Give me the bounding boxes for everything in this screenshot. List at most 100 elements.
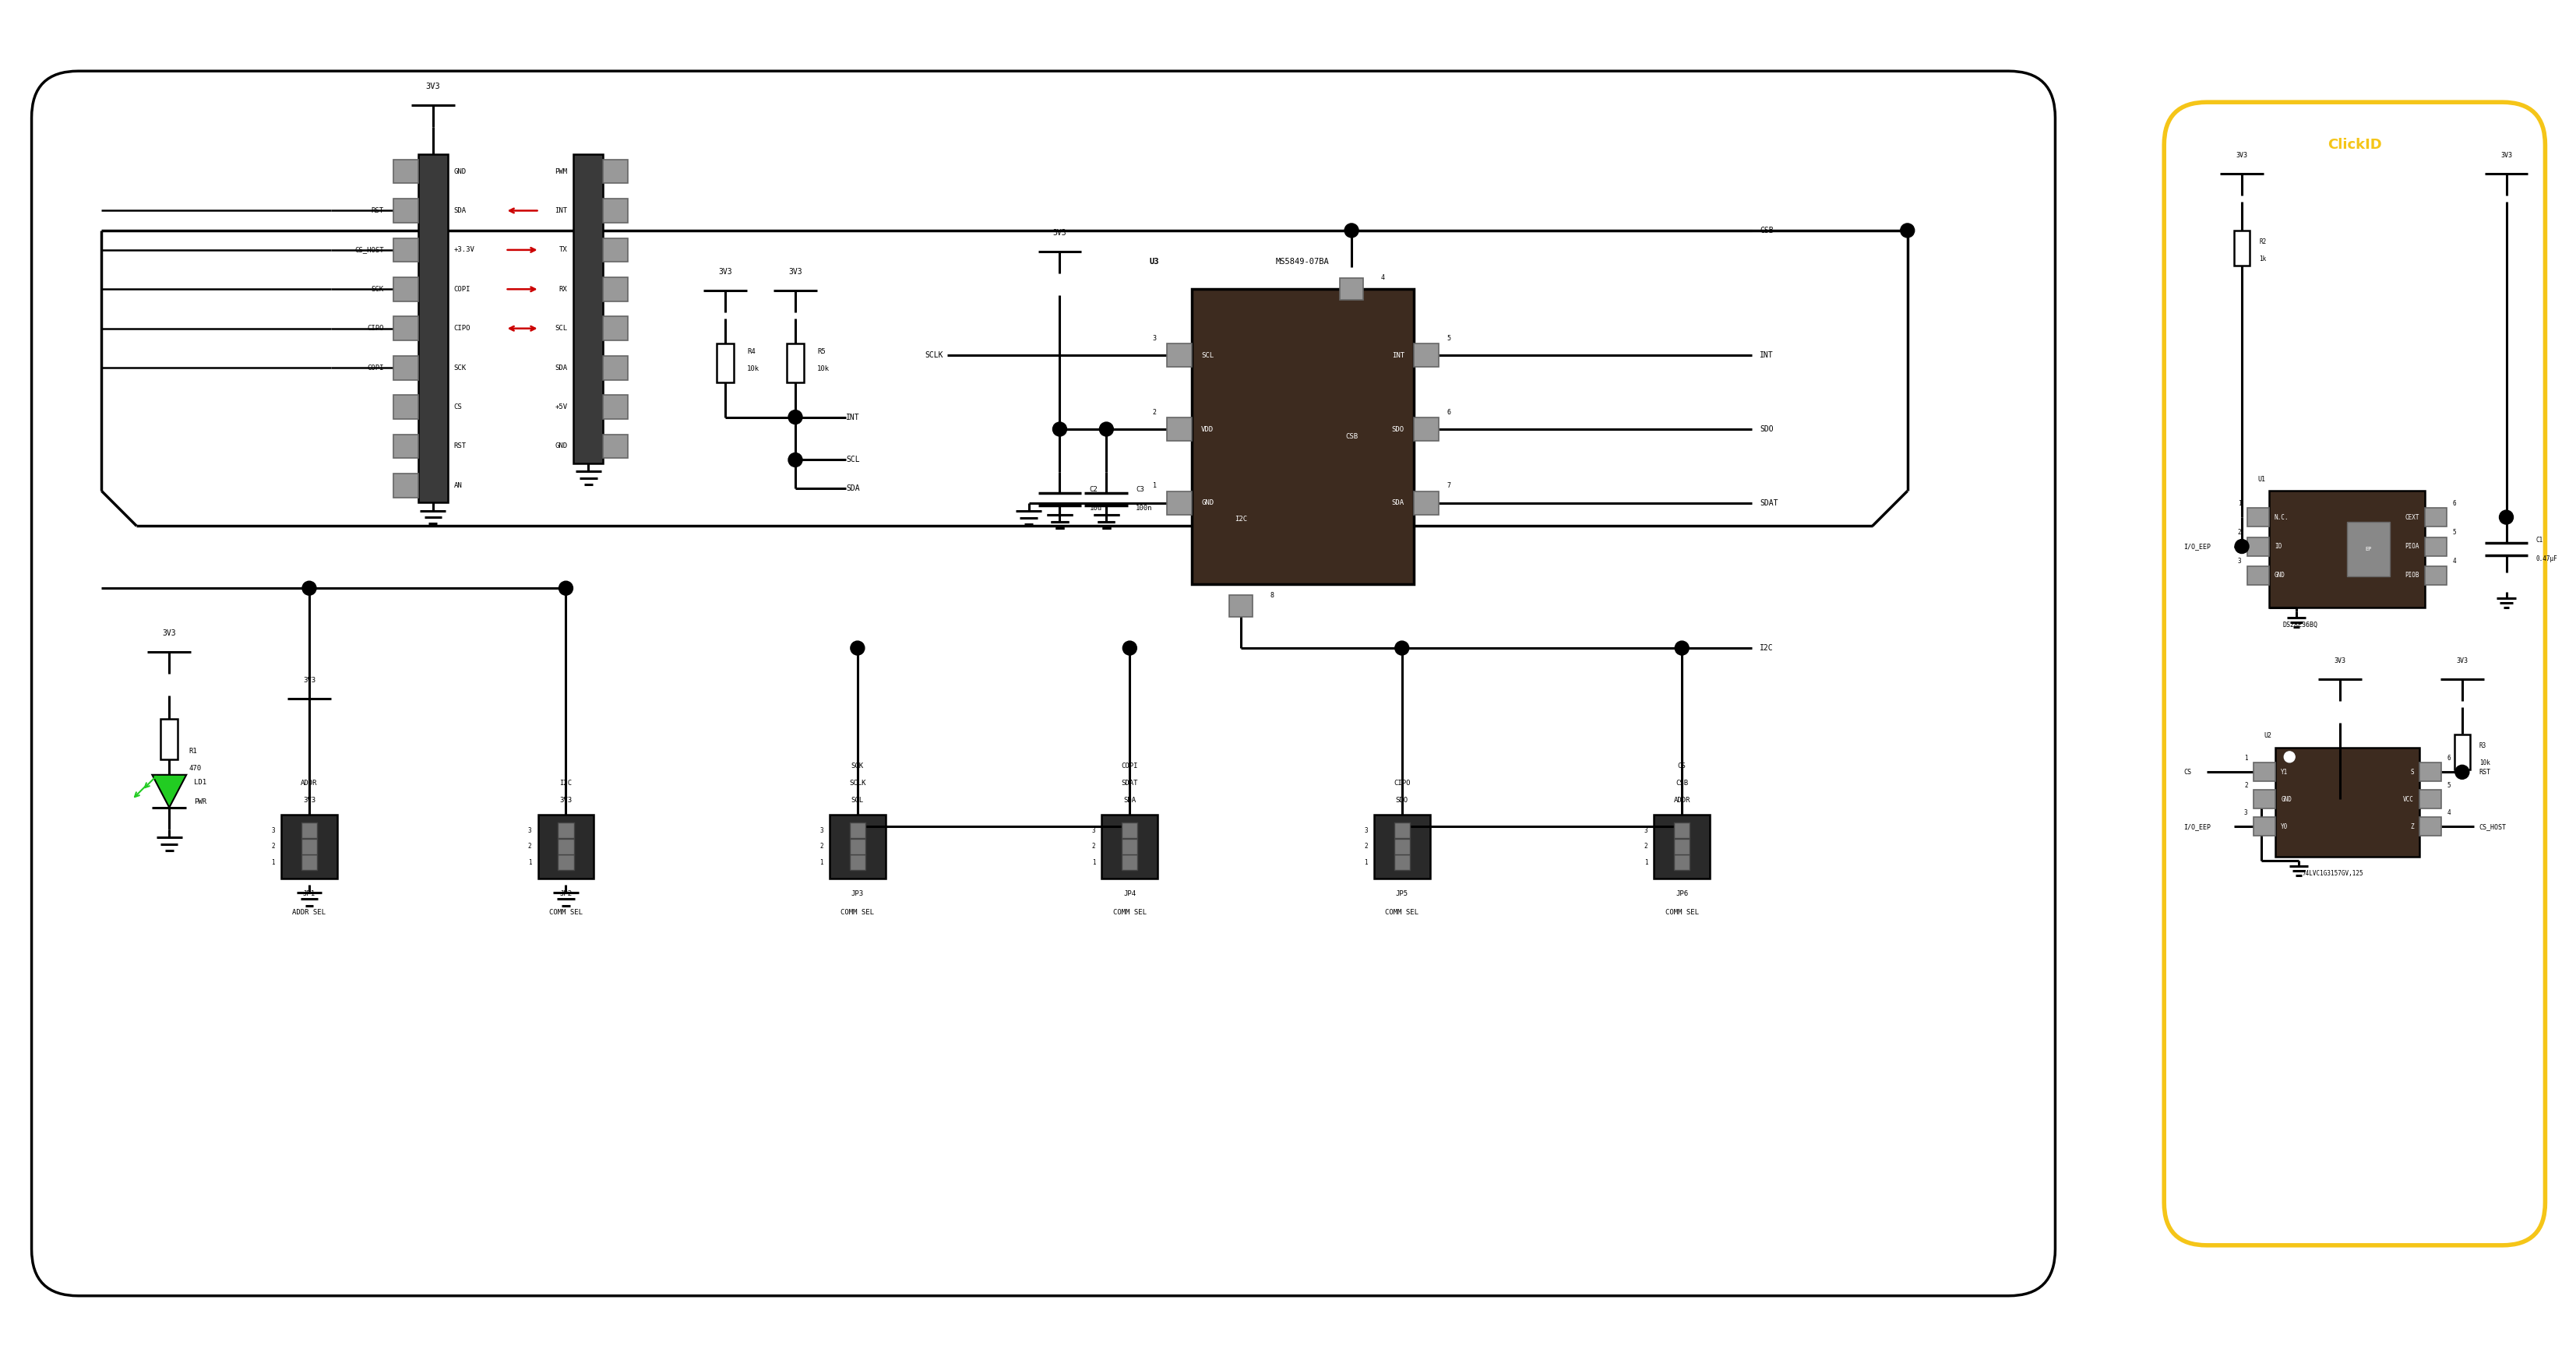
Text: IO: IO <box>2275 542 2282 549</box>
Text: +5V: +5V <box>554 403 567 410</box>
Text: ADDR: ADDR <box>1674 797 1690 804</box>
Bar <box>1394 855 1409 870</box>
Text: S: S <box>2411 769 2414 776</box>
Bar <box>1167 492 1193 515</box>
Text: 1: 1 <box>1365 859 1368 866</box>
Circle shape <box>850 641 866 656</box>
Text: 2: 2 <box>1643 842 1649 851</box>
Circle shape <box>1054 423 1066 436</box>
Bar <box>394 316 417 341</box>
Text: CSB: CSB <box>1345 433 1358 440</box>
Bar <box>1394 838 1409 855</box>
Bar <box>2424 566 2447 585</box>
Circle shape <box>1123 641 1136 656</box>
Text: R1: R1 <box>188 748 198 755</box>
Bar <box>394 356 417 380</box>
Text: EP: EP <box>2365 547 2372 552</box>
Bar <box>2254 763 2275 781</box>
Text: INT: INT <box>845 413 860 421</box>
Text: SDA: SDA <box>1391 499 1404 507</box>
Text: 3V3: 3V3 <box>559 797 572 804</box>
Text: 10k: 10k <box>2478 759 2491 766</box>
Text: VDD: VDD <box>1200 425 1213 432</box>
Text: C3: C3 <box>1136 487 1144 493</box>
Text: I2C: I2C <box>1759 645 1772 652</box>
Circle shape <box>1674 641 1690 656</box>
Bar <box>394 277 417 301</box>
Bar <box>603 356 629 380</box>
Circle shape <box>1345 224 1358 237</box>
Bar <box>281 815 337 878</box>
Text: 1: 1 <box>2244 755 2249 762</box>
Text: 4: 4 <box>2447 810 2450 816</box>
Text: R3: R3 <box>2478 743 2486 750</box>
Text: GND: GND <box>1200 499 1213 507</box>
Text: C2: C2 <box>1090 487 1097 493</box>
Text: Y1: Y1 <box>2280 769 2287 776</box>
Text: 3V3: 3V3 <box>304 676 314 683</box>
Text: U2: U2 <box>2264 732 2272 740</box>
Text: SDO: SDO <box>1396 797 1409 804</box>
Text: 2: 2 <box>1365 842 1368 851</box>
Text: CIPO: CIPO <box>453 324 471 333</box>
Bar <box>850 838 866 855</box>
Bar <box>394 473 417 497</box>
Circle shape <box>1396 641 1409 656</box>
Text: JP6: JP6 <box>1674 890 1687 897</box>
Bar <box>1654 815 1710 878</box>
Bar <box>2424 508 2447 526</box>
Text: ADDR SEL: ADDR SEL <box>294 909 327 916</box>
Bar <box>1167 417 1193 440</box>
Bar <box>394 239 417 262</box>
Circle shape <box>559 581 572 596</box>
Text: VCC: VCC <box>2403 796 2414 803</box>
Text: 3V3: 3V3 <box>719 267 732 275</box>
Bar <box>2246 537 2269 556</box>
Bar <box>417 154 448 503</box>
Bar <box>2275 747 2419 856</box>
Text: 3: 3 <box>1365 827 1368 834</box>
Bar <box>394 199 417 222</box>
Text: AN: AN <box>453 483 461 489</box>
Bar <box>559 838 574 855</box>
Text: COMM SEL: COMM SEL <box>1113 909 1146 916</box>
Text: GND: GND <box>554 443 567 450</box>
Text: COPI: COPI <box>368 364 384 371</box>
Bar <box>559 855 574 870</box>
Bar <box>394 395 417 418</box>
Text: 2: 2 <box>270 842 276 851</box>
Bar <box>1373 815 1430 878</box>
Text: I/O_EEP: I/O_EEP <box>2184 823 2210 830</box>
Text: 6: 6 <box>2452 500 2455 507</box>
Text: JP1: JP1 <box>304 890 314 897</box>
Text: 3: 3 <box>270 827 276 834</box>
Text: 3V3: 3V3 <box>162 630 175 637</box>
Text: SCK: SCK <box>371 286 384 293</box>
Text: R2: R2 <box>2259 239 2267 245</box>
Text: 2: 2 <box>528 842 531 851</box>
Text: 74LVC1G3157GV,125: 74LVC1G3157GV,125 <box>2303 870 2365 876</box>
Text: JP3: JP3 <box>850 890 863 897</box>
Polygon shape <box>152 774 185 807</box>
Circle shape <box>2236 540 2249 553</box>
Text: CS: CS <box>453 403 461 410</box>
Text: 6: 6 <box>1448 409 1450 416</box>
Bar <box>1340 278 1363 300</box>
Text: INT: INT <box>1391 352 1404 358</box>
Text: PIOA: PIOA <box>2406 542 2419 549</box>
Text: SCL: SCL <box>850 797 863 804</box>
Text: GND: GND <box>453 168 466 174</box>
Text: COMM SEL: COMM SEL <box>1386 909 1419 916</box>
Text: 10k: 10k <box>747 365 760 372</box>
Text: COPI: COPI <box>453 286 471 293</box>
Circle shape <box>2285 751 2295 762</box>
Text: CIPO: CIPO <box>1394 780 1409 786</box>
Text: PIOB: PIOB <box>2406 572 2419 579</box>
Text: 1: 1 <box>270 859 276 866</box>
Text: 2: 2 <box>1151 409 1157 416</box>
Text: 3V3: 3V3 <box>304 797 314 804</box>
Text: JP5: JP5 <box>1396 890 1409 897</box>
Text: 2: 2 <box>819 842 824 851</box>
Text: I2C: I2C <box>559 780 572 786</box>
Circle shape <box>788 410 801 424</box>
